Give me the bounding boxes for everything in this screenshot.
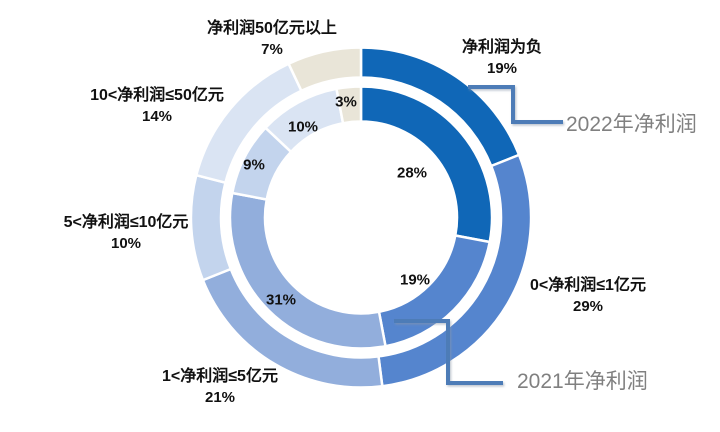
callout-line-2021年净利润: [394, 319, 503, 385]
callout-line-2022年净利润: [468, 85, 563, 124]
donut-slice-inner-5: [335, 85, 363, 125]
callout-lines: [394, 85, 563, 385]
donut-slice-outer-5: [287, 46, 363, 93]
donut-slice-outer-3: [189, 173, 233, 282]
donut-rings: [189, 46, 533, 389]
